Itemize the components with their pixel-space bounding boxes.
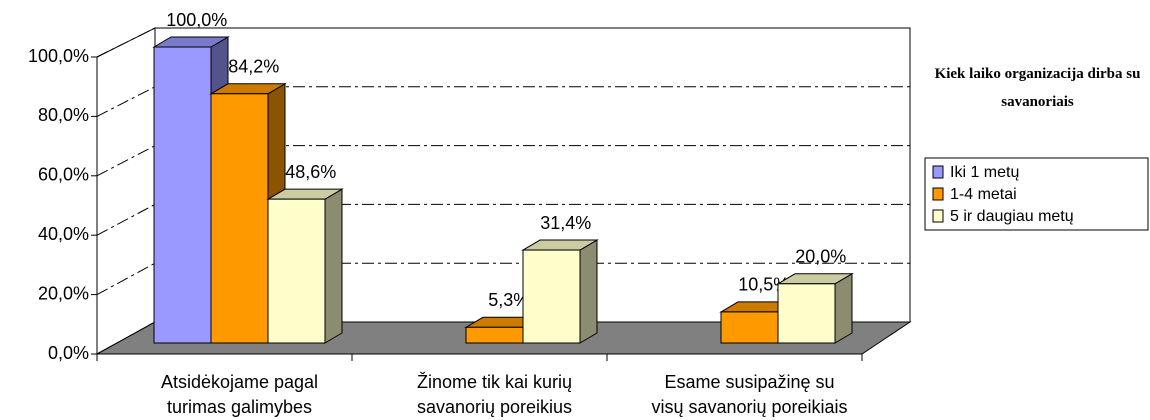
grid-line	[96, 203, 156, 236]
legend-swatch	[932, 165, 944, 179]
legend-label: 1-4 metai	[950, 186, 1017, 203]
y-tick-label: 100,0%	[28, 46, 89, 66]
y-tick-label: 40,0%	[38, 224, 89, 244]
bar	[777, 283, 836, 344]
side-wall	[96, 27, 156, 355]
bar	[210, 93, 269, 344]
x-tick-label: Atsidėkojame pagal turimas galimybes	[160, 372, 319, 417]
legend-label: Iki 1 metų	[950, 164, 1019, 181]
bar	[720, 311, 779, 344]
legend-swatch	[932, 187, 944, 201]
data-label: 31,4%	[540, 213, 591, 233]
x-tick-label: Esame susipažinę su visų savanorių porei…	[651, 372, 848, 417]
grid-line	[96, 27, 156, 58]
bar	[153, 46, 212, 344]
bar	[465, 326, 524, 344]
y-tick-label: 60,0%	[38, 165, 89, 185]
legend-title: Kiek laiko organizacija dirba su savanor…	[934, 66, 1141, 110]
y-tick-label: 0,0%	[48, 343, 89, 363]
data-label: 84,2%	[228, 57, 279, 77]
bar-side	[324, 188, 343, 344]
y-tick-label: 20,0%	[38, 283, 89, 303]
grid-line	[96, 262, 156, 296]
grid-line	[96, 145, 156, 177]
legend-label: 5 ir daugiau metų	[950, 208, 1074, 225]
data-label: 20,0%	[795, 247, 846, 267]
y-tick-label: 80,0%	[38, 105, 89, 125]
legend-swatch	[932, 209, 944, 223]
bar	[522, 249, 581, 344]
bar	[267, 198, 326, 344]
data-label: 48,6%	[285, 162, 336, 182]
grid-line	[96, 86, 156, 117]
legend-box	[924, 157, 1149, 231]
data-label: 10,5%	[738, 275, 789, 295]
bar-side	[834, 272, 853, 344]
data-label: 100,0%	[166, 10, 227, 30]
x-tick-label: Žinome tik kai kurių savanorių poreikius	[416, 372, 573, 417]
data-label: 5,3%	[488, 290, 529, 310]
bar-side	[579, 239, 598, 344]
